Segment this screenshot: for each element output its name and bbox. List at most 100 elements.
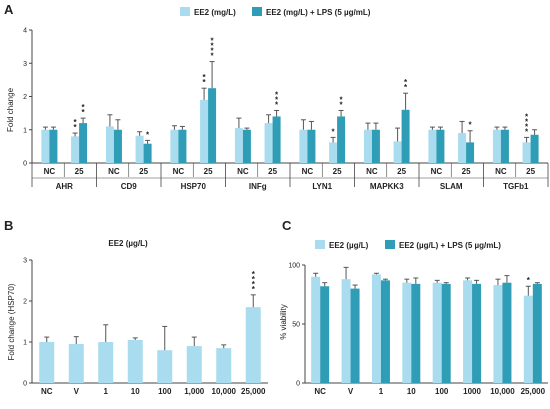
panel-b-y-tick-label: 2 xyxy=(23,299,27,306)
panel-a-y-tick-label: 3 xyxy=(23,61,27,68)
bar-INFg-NC-light xyxy=(234,128,243,163)
panel-b-x-label: NC xyxy=(41,387,53,396)
panel-a-y-tick-label: 4 xyxy=(23,28,27,35)
bar-TGFb1-25-light-star: * xyxy=(525,112,529,121)
bar-CD9-25-dark xyxy=(143,143,152,163)
bar-TGFb1-25-light xyxy=(522,142,531,163)
panel-a-x-sublabel: 25 xyxy=(397,167,406,176)
panel-b-x-label: 10 xyxy=(131,387,140,396)
panel-c-x-label: 1000 xyxy=(463,387,481,396)
panel-a-gene-label: AHR xyxy=(56,182,74,191)
bar-b-100 xyxy=(157,350,173,383)
bar-c-1-dark xyxy=(380,280,390,383)
bar-b-NC xyxy=(39,342,55,383)
bar-c-25,000-light-star: * xyxy=(527,276,531,285)
bar-SLAM-25-light xyxy=(458,133,467,163)
bar-MAPKK3-25-dark-star: * xyxy=(404,78,408,87)
bar-TGFb1-NC-light xyxy=(492,129,501,163)
bar-HSP70-25-dark-star: * xyxy=(211,37,215,46)
panel-a-gene-label: MAPKK3 xyxy=(370,182,404,191)
bar-SLAM-25-dark xyxy=(466,142,475,163)
bar-HSP70-25-light-star: * xyxy=(203,78,207,87)
bar-INFg-25-dark-star: * xyxy=(275,100,279,109)
panel-a-gene-label: LYN1 xyxy=(312,182,332,191)
bar-AHR-NC-dark xyxy=(49,129,58,163)
panel-a-gene-label: SLAM xyxy=(440,182,463,191)
bar-INFg-25-dark-star: * xyxy=(275,90,279,99)
bar-LYN1-NC-light xyxy=(299,129,308,163)
bar-TGFb1-25-light-star: * xyxy=(525,122,529,131)
panel-c-x-label: 10 xyxy=(407,387,416,396)
bar-LYN1-25-dark xyxy=(337,116,346,163)
bar-MAPKK3-25-dark-star: * xyxy=(404,83,408,92)
bar-c-V-dark xyxy=(350,288,360,383)
bar-c-10,000-dark xyxy=(502,282,512,383)
panel-c-x-label: NC xyxy=(314,387,326,396)
bar-SLAM-25-dark-star: * xyxy=(469,121,473,130)
bar-CD9-25-dark-star: * xyxy=(146,130,150,139)
bar-TGFb1-25-light-star: * xyxy=(525,127,529,136)
panel-b-x-label: V xyxy=(74,387,80,396)
panel-b-x-label: 10,000 xyxy=(212,387,237,396)
bar-HSP70-25-dark-star: * xyxy=(211,52,215,61)
bar-LYN1-25-light xyxy=(329,142,338,163)
bar-b-25,000-star: * xyxy=(252,270,256,279)
panel-c-ylabel: % viability xyxy=(279,304,288,340)
panel-a-x-sublabel: 25 xyxy=(204,167,213,176)
bar-b-25,000-star: * xyxy=(252,280,256,289)
panel-c-legend-dark: EE2 (µg/L) + LPS (5 µg/mL) xyxy=(399,241,501,250)
panel-a-x-sublabel: 25 xyxy=(526,167,535,176)
panel-a-ylabel: Fold change xyxy=(6,87,15,132)
panel-a-plot: 01234NC****25AHRNC*25CD9NC******25HSP70N… xyxy=(23,28,549,191)
bar-HSP70-25-dark-star: * xyxy=(211,42,215,51)
panel-c-plot: 0 50 100 NC V 1 10 100 1000 10,000 * 25,000 xyxy=(288,263,548,396)
panel-a-x-sublabel: 25 xyxy=(139,167,148,176)
panel-a-label: A xyxy=(4,2,14,17)
bar-c-NC-light xyxy=(311,276,321,383)
bar-b-25,000-star: * xyxy=(252,275,256,284)
bar-INFg-25-dark-star: * xyxy=(275,95,279,104)
panel-b-y-tick-label: 1 xyxy=(23,340,27,347)
panel-c-x-label: V xyxy=(348,387,354,396)
panel-c-legend-swatch-light xyxy=(315,240,325,249)
panel-a-y-tick-label: 0 xyxy=(23,161,27,168)
panel-b-x-label: 100 xyxy=(158,387,172,396)
bar-c-100-dark xyxy=(441,283,451,383)
bar-INFg-25-light xyxy=(264,123,273,163)
bar-c-NC-dark xyxy=(320,286,330,383)
bar-AHR-25-dark xyxy=(79,123,88,163)
panel-a-gene-label: HSP70 xyxy=(181,182,207,191)
bar-b-10,000 xyxy=(216,348,232,383)
bar-c-10,000-light xyxy=(493,285,503,383)
bar-HSP70-NC-light xyxy=(170,129,179,163)
panel-b-x-label: 1,000 xyxy=(184,387,205,396)
panel-a-x-sublabel: 25 xyxy=(75,167,84,176)
bar-AHR-25-dark-star: * xyxy=(82,103,86,112)
bar-CD9-NC-dark xyxy=(113,129,122,163)
bar-b-1 xyxy=(98,342,114,383)
panel-a-x-sublabel: NC xyxy=(431,167,443,176)
bar-AHR-25-light-star: * xyxy=(74,118,78,127)
bar-INFg-25-dark xyxy=(272,116,281,163)
bar-INFg-NC-dark xyxy=(242,129,251,163)
panel-b-y-tick-label: 3 xyxy=(23,258,27,265)
bar-c-10-light xyxy=(402,282,412,383)
panel-a-y-tick-label: 1 xyxy=(23,127,27,134)
panel-a-legend-swatch-light xyxy=(180,7,190,16)
bar-c-100-light xyxy=(432,282,442,383)
panel-a-legend-dark: EE2 (mg/L) + LPS (5 µg/mL) xyxy=(266,8,371,17)
bar-MAPKK3-NC-dark xyxy=(371,129,380,163)
bar-AHR-25-light-star: * xyxy=(74,123,78,132)
bar-LYN1-25-dark-star: * xyxy=(340,95,344,104)
bar-c-25,000-light xyxy=(523,295,533,383)
bar-LYN1-25-light-star: * xyxy=(332,127,336,136)
bar-HSP70-25-dark-star: * xyxy=(211,47,215,56)
bar-c-1000-dark xyxy=(472,283,482,383)
bar-c-V-light xyxy=(341,279,351,383)
panel-a-x-sublabel: NC xyxy=(237,167,249,176)
panel-a-gene-label: INFg xyxy=(249,182,267,191)
bar-c-1-light xyxy=(371,274,381,383)
bar-AHR-25-dark-star: * xyxy=(82,108,86,117)
panel-b-label: B xyxy=(4,218,13,233)
